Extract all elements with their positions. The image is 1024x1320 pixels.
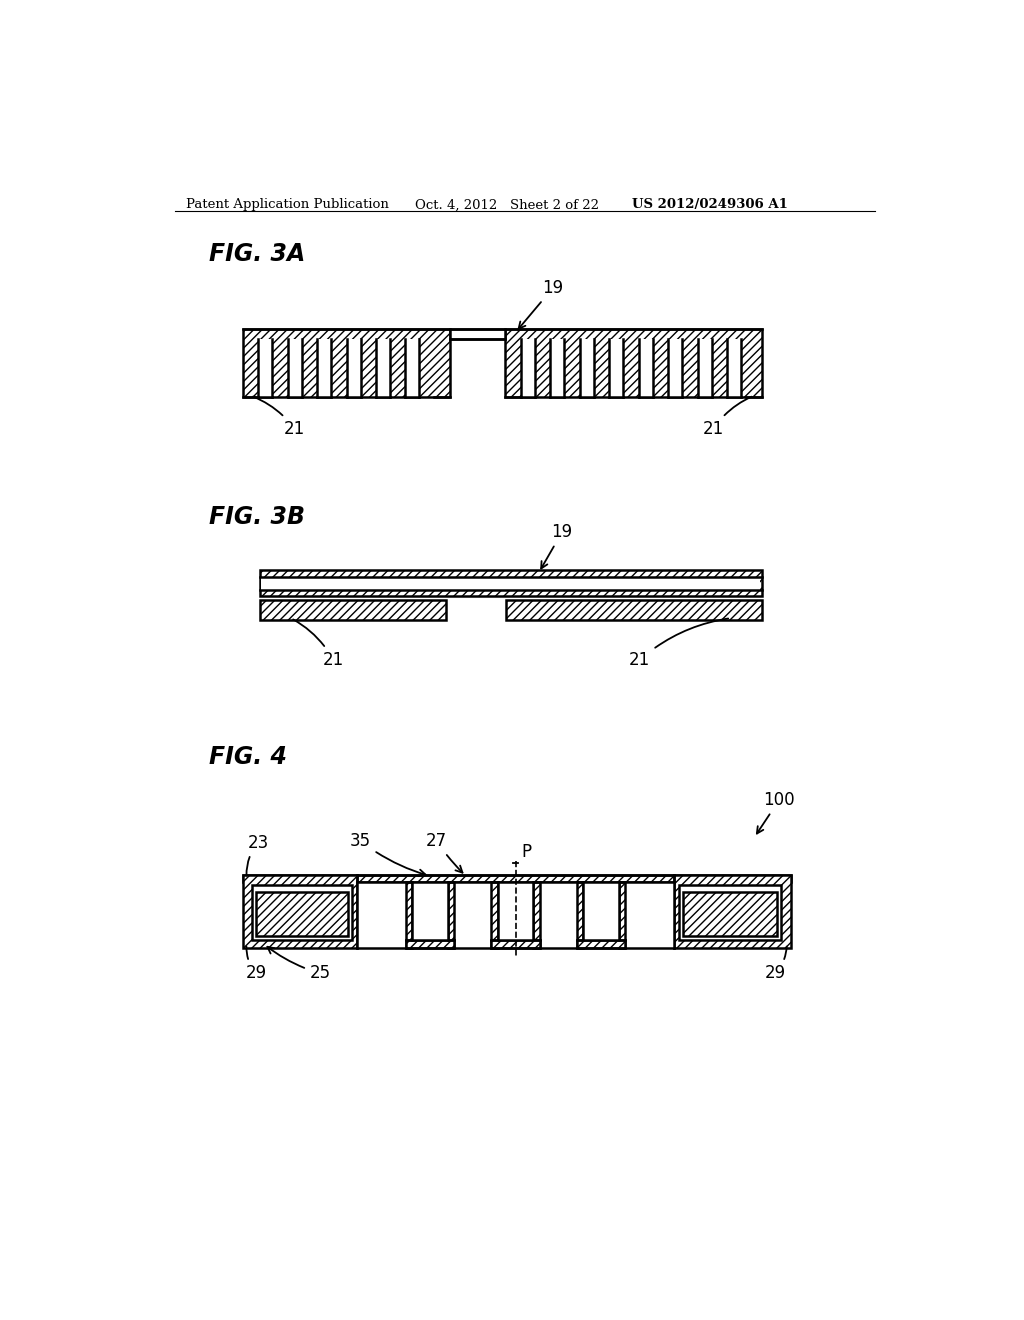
Bar <box>506 599 762 619</box>
Text: 29: 29 <box>246 946 266 982</box>
Bar <box>450 330 506 339</box>
Bar <box>498 882 534 940</box>
Text: 29: 29 <box>765 946 786 982</box>
Bar <box>413 882 449 940</box>
Bar <box>609 339 624 397</box>
Text: FIG. 4: FIG. 4 <box>209 744 288 770</box>
Bar <box>534 882 540 948</box>
Text: 21: 21 <box>629 619 728 669</box>
Bar <box>683 892 777 936</box>
Bar <box>580 339 594 397</box>
Text: 21: 21 <box>702 397 752 438</box>
Text: 21: 21 <box>253 396 305 438</box>
Text: 23: 23 <box>247 833 269 875</box>
Bar <box>407 882 413 948</box>
Bar <box>449 882 455 948</box>
Bar <box>261 577 761 590</box>
Bar <box>407 940 455 948</box>
Bar <box>639 339 652 397</box>
Bar <box>727 339 741 397</box>
Bar <box>243 875 356 948</box>
Bar <box>583 882 618 940</box>
Text: 19: 19 <box>541 523 572 569</box>
Text: 25: 25 <box>267 946 331 982</box>
Bar <box>492 882 498 948</box>
Text: Patent Application Publication: Patent Application Publication <box>186 198 389 211</box>
Text: FIG. 3A: FIG. 3A <box>209 242 305 265</box>
Bar <box>260 570 762 595</box>
Bar <box>675 875 791 948</box>
Bar <box>506 330 762 397</box>
Bar <box>288 339 302 397</box>
Bar <box>376 339 390 397</box>
Bar <box>679 886 781 940</box>
Bar <box>697 339 712 397</box>
Bar <box>356 882 675 948</box>
Bar <box>577 940 625 948</box>
Bar <box>243 330 450 397</box>
Bar <box>492 940 540 948</box>
Text: 100: 100 <box>757 791 795 833</box>
Bar <box>346 339 360 397</box>
Bar <box>252 886 352 940</box>
Bar <box>618 882 625 948</box>
Bar <box>258 339 272 397</box>
Text: 21: 21 <box>293 619 344 669</box>
Bar <box>260 599 445 619</box>
Text: 19: 19 <box>518 279 563 329</box>
Text: P: P <box>521 842 531 861</box>
Bar <box>577 882 583 948</box>
Text: Oct. 4, 2012   Sheet 2 of 22: Oct. 4, 2012 Sheet 2 of 22 <box>415 198 599 211</box>
Bar <box>256 892 348 936</box>
Bar <box>550 339 564 397</box>
Text: FIG. 3B: FIG. 3B <box>209 506 305 529</box>
Bar <box>243 875 791 882</box>
Text: US 2012/0249306 A1: US 2012/0249306 A1 <box>632 198 787 211</box>
Bar <box>521 339 535 397</box>
Bar <box>317 339 331 397</box>
Text: 35: 35 <box>350 832 426 876</box>
Bar <box>406 339 420 397</box>
Text: 27: 27 <box>426 832 463 873</box>
Bar <box>669 339 682 397</box>
